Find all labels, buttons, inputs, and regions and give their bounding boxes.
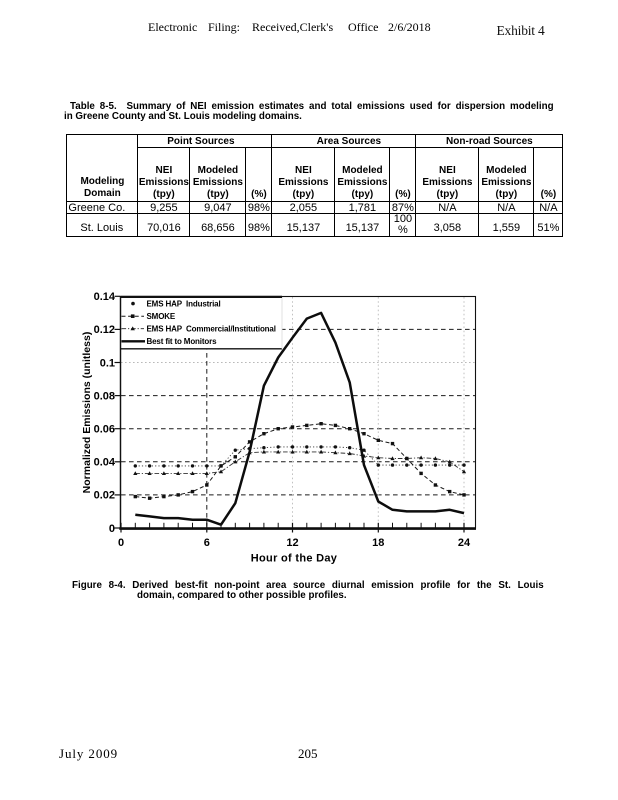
svg-text:0.04: 0.04 — [94, 457, 116, 469]
svg-text:0.06: 0.06 — [94, 424, 115, 436]
svg-text:Normalized Emissions (unitless: Normalized Emissions (unitless) — [81, 332, 93, 494]
svg-text:0.1: 0.1 — [100, 357, 115, 369]
svg-text:0.02: 0.02 — [94, 490, 115, 502]
svg-text:0: 0 — [118, 537, 124, 549]
svg-text:12: 12 — [286, 537, 298, 549]
svg-text:Best fit to Monitors: Best fit to Monitors — [147, 337, 218, 346]
svg-text:24: 24 — [458, 537, 471, 549]
svg-text:6: 6 — [204, 537, 210, 549]
svg-text:0.12: 0.12 — [94, 324, 115, 336]
svg-text:18: 18 — [372, 537, 384, 549]
svg-text:EMS HAP Industrial: EMS HAP Industrial — [147, 299, 221, 308]
svg-text:EMS HAP Commercial/Institutio: EMS HAP Commercial/Institutional — [147, 325, 276, 334]
svg-text:0.14: 0.14 — [94, 291, 116, 303]
svg-text:0: 0 — [109, 523, 115, 535]
svg-text:SMOKE: SMOKE — [147, 312, 176, 321]
svg-text:Hour of the Day: Hour of the Day — [251, 553, 338, 565]
svg-text:0.08: 0.08 — [94, 390, 115, 402]
